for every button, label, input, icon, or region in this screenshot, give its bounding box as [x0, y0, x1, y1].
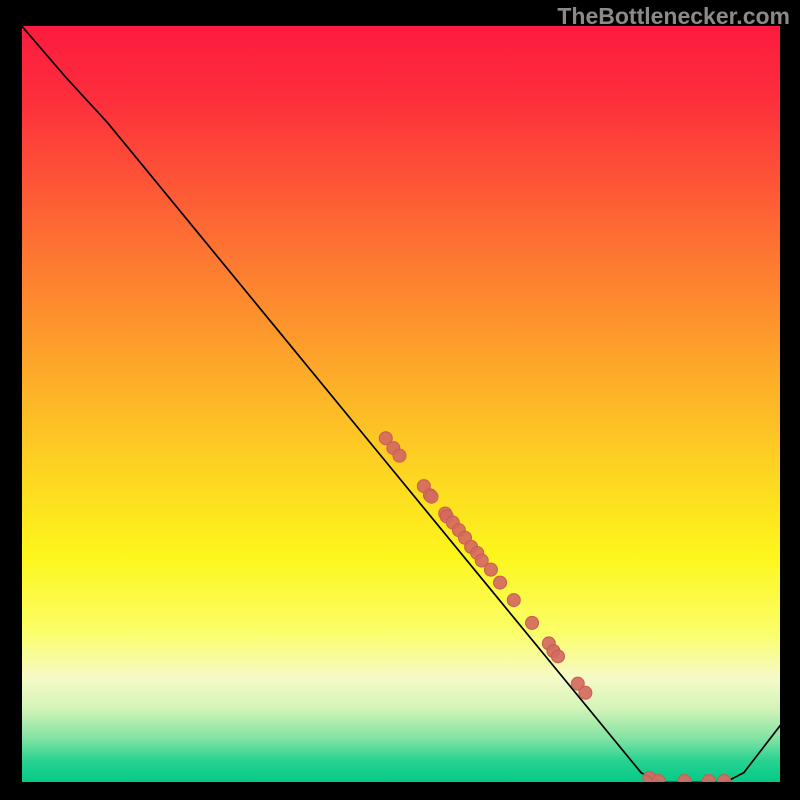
- data-point: [494, 576, 507, 589]
- watermark-text: TheBottlenecker.com: [557, 3, 790, 30]
- data-point: [425, 490, 438, 503]
- data-point: [551, 650, 564, 663]
- plot-area: [20, 24, 782, 784]
- data-point: [507, 594, 520, 607]
- gradient-background: [20, 24, 782, 784]
- data-point: [393, 449, 406, 462]
- chart-container: TheBottlenecker.com: [0, 0, 800, 800]
- data-point: [526, 616, 539, 629]
- data-point: [579, 686, 592, 699]
- plot-svg: [20, 24, 782, 784]
- data-point: [484, 563, 497, 576]
